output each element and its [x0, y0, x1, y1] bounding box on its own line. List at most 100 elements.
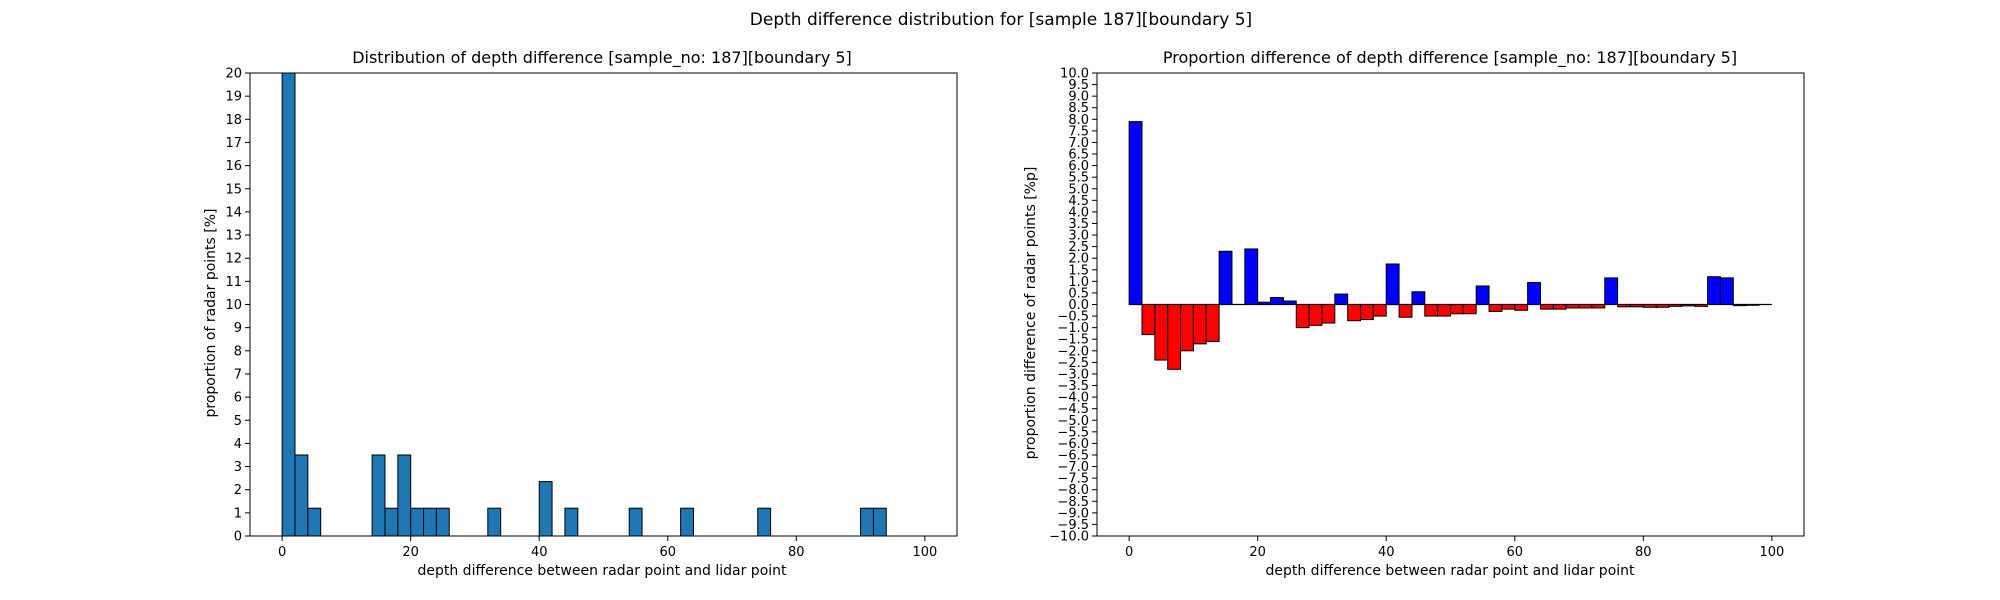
distribution-bar [423, 507, 437, 537]
distribution-ytick-label: 9 [234, 321, 242, 336]
distribution-ytick-label: 19 [225, 90, 242, 105]
distribution-bar [680, 507, 694, 537]
proportion-difference-bar [1527, 282, 1541, 306]
distribution-ytick-label: 7 [234, 367, 242, 382]
distribution-ytick-label: 15 [225, 182, 242, 197]
proportion-difference-bar [1475, 285, 1490, 306]
distribution-ytick-label: 17 [225, 136, 242, 151]
distribution-ylabel: proportion of radar points [%] [203, 208, 219, 417]
proportion-difference-bar [1192, 304, 1207, 345]
distribution-ytick-label: 2 [234, 483, 242, 498]
proportion-difference-xtick-label: 60 [1506, 545, 1523, 560]
proportion-difference-ytick-label: −7.0 [1057, 460, 1089, 475]
distribution-bar [757, 507, 772, 537]
proportion-difference-title: Proportion difference of depth differenc… [1163, 48, 1737, 68]
distribution-ytick-label: 3 [234, 460, 242, 475]
distribution-ticks: 0 20 40 60 80 1000123456789101112131415161718… [225, 67, 937, 561]
distribution-xtick-label: 40 [531, 545, 548, 560]
proportion-difference-ytick-label: 6.0 [1068, 159, 1089, 174]
proportion-difference-ytick-label: −9.5 [1057, 518, 1089, 533]
proportion-difference-bar [1167, 304, 1182, 370]
proportion-difference-bar [1360, 304, 1374, 321]
proportion-difference-ytick-label: 8.5 [1068, 101, 1089, 116]
proportion-difference-xtick-label: 100 [1759, 545, 1784, 560]
distribution-bar [371, 454, 386, 537]
proportion-difference-ytick-label: 5.0 [1068, 182, 1089, 197]
proportion-difference-ytick-label: −5.0 [1057, 414, 1089, 429]
proportion-difference-ytick-label: −10.0 [1049, 530, 1089, 545]
distribution-ytick-label: 18 [225, 113, 242, 128]
distribution-ytick-label: 1 [234, 506, 242, 521]
distribution-ytick-label: 13 [225, 229, 242, 244]
proportion-difference-bar [1128, 121, 1143, 305]
distribution-ytick-label: 10 [225, 298, 242, 313]
proportion-difference-bar [1141, 304, 1156, 336]
proportion-difference-xtick-label: 0 [1125, 545, 1133, 560]
proportion-difference-ytick-label: −6.0 [1057, 437, 1089, 452]
proportion-difference-xlabel: depth difference between radar point and… [1265, 563, 1635, 579]
distribution-ytick-label: 8 [234, 344, 242, 359]
proportion-difference-ytick-label: 2.5 [1068, 240, 1089, 255]
proportion-difference-bar [1604, 277, 1619, 306]
distribution-xtick-label: 80 [788, 545, 805, 560]
proportion-difference-bar [1218, 250, 1233, 306]
proportion-difference-ytick-label: 6.5 [1068, 148, 1089, 163]
proportion-difference-bar [1347, 304, 1362, 322]
distribution-xtick-label: 20 [402, 545, 419, 560]
proportion-difference-bar [1385, 263, 1400, 305]
proportion-difference-bar [1180, 304, 1194, 352]
proportion-difference-ytick-label: −1.5 [1057, 333, 1089, 348]
distribution-ytick-label: 16 [225, 159, 242, 174]
proportion-difference-bar [1308, 304, 1323, 326]
proportion-difference-bar [1270, 297, 1284, 305]
proportion-difference-ytick-label: 1.0 [1068, 275, 1089, 290]
proportion-difference-ytick-label: −9.0 [1057, 506, 1089, 521]
proportion-difference-ytick-label: 5.5 [1068, 171, 1089, 186]
proportion-difference-bars [1128, 121, 1772, 370]
distribution-bar [435, 507, 450, 537]
proportion-difference-ytick-label: 0.5 [1068, 286, 1089, 301]
distribution-bar [872, 507, 887, 537]
proportion-difference-ytick-label: 9.0 [1068, 90, 1089, 105]
proportion-difference-bar [1295, 304, 1310, 329]
proportion-difference-ytick-label: 4.5 [1068, 194, 1089, 209]
proportion-difference-bar [1462, 304, 1477, 315]
proportion-difference-xtick-label: 80 [1635, 545, 1652, 560]
proportion-difference-ytick-label: 9.5 [1068, 78, 1089, 93]
distribution-xtick-label: 0 [278, 545, 286, 560]
distribution-bar [564, 507, 579, 537]
proportion-difference-ytick-label: 1.5 [1068, 263, 1089, 278]
proportion-difference-ytick-label: −5.5 [1057, 425, 1089, 440]
proportion-difference-bar [1539, 304, 1554, 310]
proportion-difference-bar [1244, 248, 1259, 306]
proportion-difference-bar [1205, 304, 1220, 343]
distribution-ytick-label: 4 [234, 437, 242, 452]
proportion-difference-ytick-label: 7.5 [1068, 124, 1089, 139]
proportion-difference-bar [1398, 304, 1413, 318]
distribution-panel: Distribution of depth difference [sample… [203, 48, 958, 579]
distribution-ytick-label: 12 [225, 252, 242, 267]
proportion-difference-bar [1450, 304, 1464, 315]
proportion-difference-ytick-label: 3.0 [1068, 229, 1089, 244]
proportion-difference-bar [1552, 304, 1567, 310]
proportion-difference-ytick-label: −4.5 [1057, 402, 1089, 417]
proportion-difference-bar [1707, 276, 1721, 306]
distribution-ytick-label: 11 [225, 275, 242, 290]
distribution-bar [628, 507, 643, 537]
proportion-difference-ytick-label: 3.5 [1068, 217, 1089, 232]
proportion-difference-ytick-label: 4.0 [1068, 205, 1089, 220]
distribution-xlabel: depth difference between radar point and… [417, 563, 787, 579]
proportion-difference-ytick-label: −3.5 [1057, 379, 1089, 394]
distribution-bar [538, 481, 553, 537]
distribution-ytick-label: 0 [234, 530, 242, 545]
distribution-bar [294, 454, 309, 537]
proportion-difference-ytick-label: 8.0 [1068, 113, 1089, 128]
proportion-difference-ytick-label: −7.5 [1057, 472, 1089, 487]
proportion-difference-bar [1372, 304, 1387, 317]
proportion-difference-bar [1334, 293, 1349, 305]
proportion-difference-ytick-label: 10.0 [1060, 67, 1089, 82]
proportion-difference-bar [1719, 277, 1734, 306]
proportion-difference-bar [1411, 291, 1426, 305]
proportion-difference-ytick-label: −6.5 [1057, 448, 1089, 463]
